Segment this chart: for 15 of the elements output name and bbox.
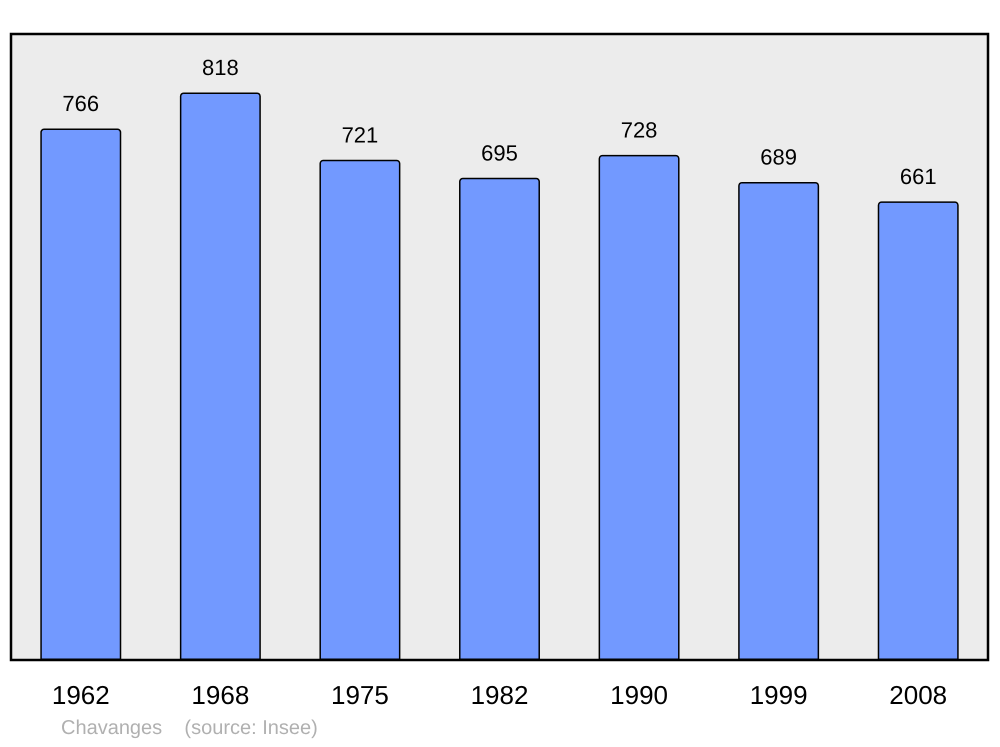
data-label: 661 xyxy=(900,164,937,189)
text: Chavanges (source: Insee) xyxy=(61,717,318,739)
x-tick-label: 1968 xyxy=(191,680,250,710)
data-label: 721 xyxy=(342,122,378,148)
x-tick-label: 1982 xyxy=(470,680,528,710)
data-label: 766 xyxy=(62,91,100,116)
data-label: 728 xyxy=(620,117,658,142)
x-tick-label: 1975 xyxy=(331,680,389,710)
x-tick-label: 1962 xyxy=(52,680,110,710)
x-tick-label: 2008 xyxy=(889,680,948,710)
data-label: 695 xyxy=(481,140,518,166)
data-label: 818 xyxy=(202,54,239,80)
x-tick-label: 1999 xyxy=(750,680,808,710)
x-tick-label: 1990 xyxy=(610,680,668,710)
data-label: 689 xyxy=(760,144,797,170)
